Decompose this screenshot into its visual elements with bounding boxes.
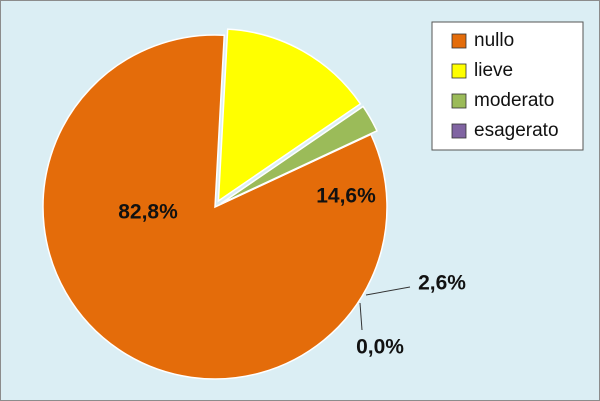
pie-slice — [217, 28, 362, 203]
legend-label: lieve — [474, 60, 513, 81]
legend-swatch — [451, 123, 467, 139]
legend-label: esagerato — [474, 120, 559, 141]
leader-line — [359, 302, 363, 331]
data-label: 0,0% — [356, 336, 404, 359]
pie-slice — [42, 34, 388, 380]
leader-line — [365, 286, 411, 296]
data-label: 82,8% — [118, 201, 178, 224]
pie-slice — [214, 133, 372, 208]
legend-swatch — [451, 63, 467, 79]
data-label: 2,6% — [418, 272, 466, 295]
legend-swatch — [451, 33, 467, 49]
data-label: 14,6% — [316, 185, 376, 208]
legend-label: moderato — [474, 90, 554, 111]
legend-swatch — [451, 93, 467, 109]
pie-slice — [220, 105, 378, 205]
legend-label: nullo — [474, 30, 514, 51]
